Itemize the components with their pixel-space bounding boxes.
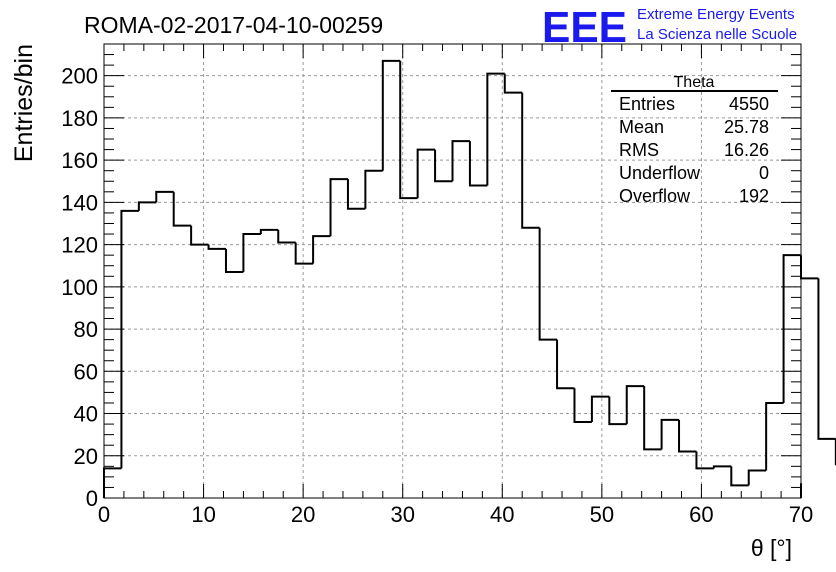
stats-value: 4550 [729, 94, 769, 114]
histogram-bin [137, 201, 157, 211]
x-tick-label: 20 [291, 502, 315, 527]
histogram-bin [190, 225, 209, 246]
stats-value: 0 [759, 163, 769, 183]
histogram-bin [259, 228, 279, 235]
histogram-bin [277, 229, 296, 244]
x-tick-label: 70 [789, 502, 813, 527]
histogram-bin [416, 148, 436, 199]
histogram-bin [556, 339, 575, 390]
histogram-bin [468, 141, 488, 187]
y-tick-label: 60 [74, 359, 98, 384]
y-tick-label: 200 [61, 64, 98, 89]
histogram-bin [747, 469, 767, 486]
stats-label: Mean [619, 117, 664, 137]
histogram-bin [800, 255, 819, 280]
stats-label: Overflow [619, 186, 691, 206]
histogram-bin [329, 178, 348, 237]
stats-label: RMS [619, 140, 659, 160]
y-tick-label: 100 [61, 275, 98, 300]
x-axis-title: θ [°] [751, 535, 792, 561]
axis-ticks [103, 43, 802, 499]
y-tick-label: 20 [74, 444, 98, 469]
histogram-bin [608, 396, 627, 426]
histogram-bin [364, 169, 383, 209]
stats-value: 16.26 [724, 140, 769, 160]
histogram-bin [643, 386, 662, 451]
histogram-bin [521, 92, 540, 229]
histogram-bin [695, 451, 714, 470]
histogram-bin [625, 385, 645, 425]
histogram-bin [120, 209, 139, 469]
histogram-bin [399, 60, 418, 200]
grid-lines [104, 44, 801, 498]
x-tick-label: 30 [390, 502, 414, 527]
run-title: ROMA-02-2017-04-10-00259 [84, 12, 383, 38]
x-tick-label: 0 [98, 502, 110, 527]
y-tick-label: 140 [61, 190, 98, 215]
histogram-bin [312, 235, 331, 264]
tick-labels: 0 10 20 30 40 50 60 70 0 20 40 60 80 100 120 140 160 180 2… [61, 64, 813, 527]
histogram-bin [573, 388, 592, 423]
histogram-bin [817, 278, 836, 440]
logo-line-1: Extreme Energy Events [637, 6, 795, 23]
plot-frame [103, 43, 802, 499]
histogram-bin [678, 419, 697, 453]
x-tick-label: 50 [590, 502, 614, 527]
histogram-bin [172, 191, 192, 227]
y-tick-label: 0 [86, 486, 98, 511]
stats-value: 25.78 [724, 117, 769, 137]
histogram-bin [765, 401, 784, 471]
histogram-bin [103, 467, 122, 498]
y-tick-label: 120 [61, 233, 98, 258]
y-tick-label: 160 [61, 148, 98, 173]
x-tick-label: 10 [191, 502, 215, 527]
y-tick-label: 180 [61, 106, 98, 131]
histogram-bin [346, 179, 366, 210]
histogram-bin [590, 395, 610, 422]
histogram-bin [538, 227, 558, 341]
eee-logo: EEE [542, 3, 627, 52]
x-tick-label: 40 [490, 502, 514, 527]
stats-title: Theta [674, 74, 715, 91]
histogram-bin [503, 73, 523, 94]
stats-label: Underflow [619, 163, 701, 183]
histogram-bin [782, 254, 801, 403]
histogram-bin [224, 248, 244, 274]
histogram-bin [660, 418, 680, 450]
histogram-bin [155, 190, 174, 203]
logo-line-2: La Scienza nelle Scuole [637, 26, 797, 43]
stats-label: Entries [619, 94, 675, 114]
histogram-bin [381, 59, 401, 171]
y-tick-label: 40 [74, 402, 98, 427]
y-tick-label: 80 [74, 317, 98, 342]
histogram-bin [730, 466, 749, 487]
histogram-bin [712, 465, 732, 469]
x-tick-label: 60 [689, 502, 713, 527]
histogram-bin [451, 140, 470, 182]
histogram-bin [486, 72, 505, 186]
histogram-bin [242, 233, 261, 273]
stats-value: 192 [739, 186, 769, 206]
histogram-bins [103, 59, 836, 498]
y-axis-title: Entries/bin [10, 44, 38, 162]
histogram-bin [207, 244, 226, 250]
stats-box: Theta Entries 4550 Mean 25.78 RMS 16.26 Underf… [611, 74, 778, 206]
histogram-bin [434, 149, 453, 183]
histogram-bin [294, 242, 314, 265]
